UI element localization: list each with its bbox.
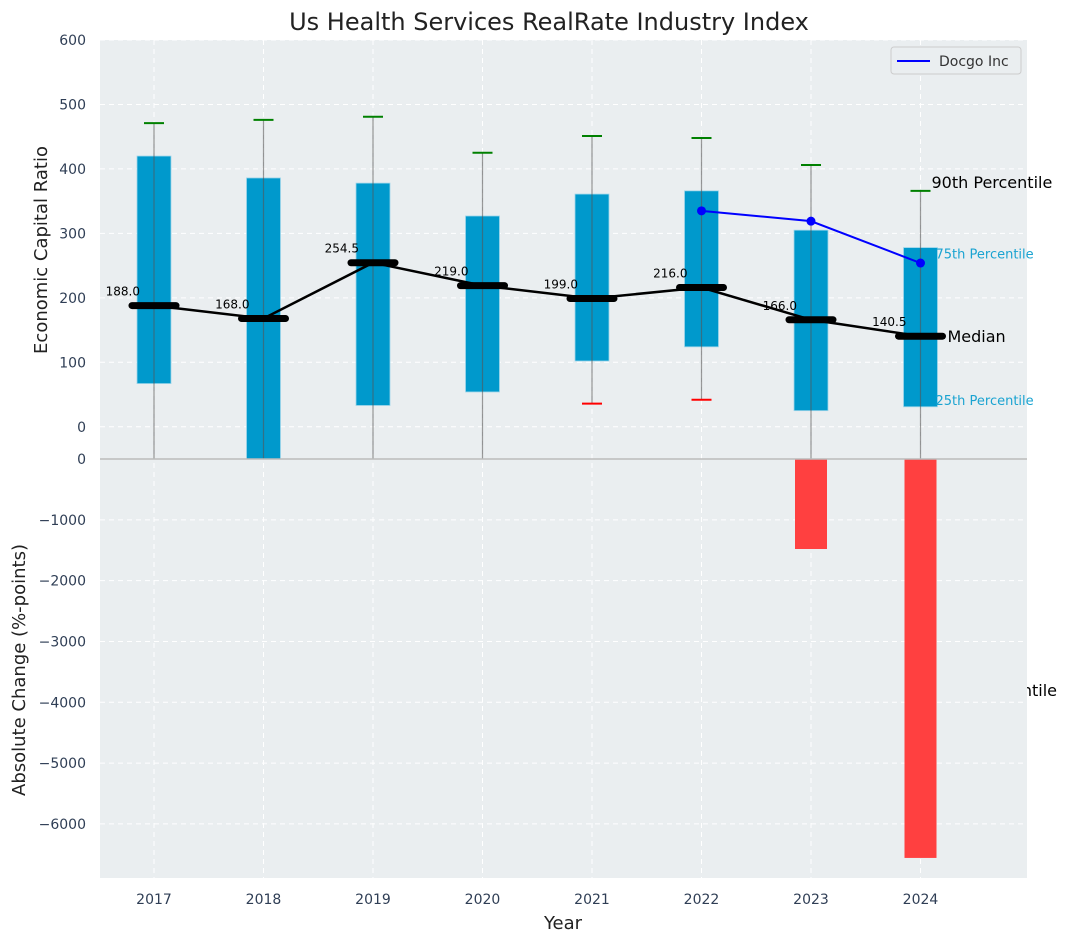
x-tick-label: 2020: [465, 892, 501, 908]
legend: Docgo Inc: [890, 46, 1022, 75]
median-value-label: 140.5: [872, 315, 906, 329]
x-tick-label: 2024: [903, 892, 939, 908]
change-bar: [795, 459, 827, 550]
bottom-y-tick-label: −6000: [39, 817, 86, 833]
x-tick-label: 2019: [355, 892, 391, 908]
top-y-tick-label: 500: [59, 97, 86, 113]
x-axis-label: Year: [543, 913, 583, 934]
x-tick-label: 2017: [136, 892, 172, 908]
p25-annotation: 25th Percentile: [936, 394, 1034, 409]
bottom-y-tick-label: 0: [77, 452, 86, 468]
top-y-tick-label: 0: [77, 420, 86, 436]
top-y-axis-label: Economic Capital Ratio: [31, 146, 52, 354]
legend-label-docgo: Docgo Inc: [939, 54, 1009, 70]
bottom-y-tick-label: −2000: [39, 574, 86, 590]
x-tick-label: 2023: [793, 892, 829, 908]
median-value-label: 199.0: [544, 277, 578, 291]
median-annotation: Median: [948, 327, 1006, 346]
change-bar: [904, 459, 937, 858]
bottom-y-tick-label: −3000: [39, 634, 86, 650]
docgo-point: [806, 216, 816, 226]
median-value-label: 166.0: [763, 299, 797, 313]
top-axes-background: [100, 40, 1027, 459]
median-value-label: 216.0: [653, 267, 687, 281]
x-tick-label: 2021: [574, 892, 610, 908]
p75-annotation: 75th Percentile: [936, 248, 1034, 263]
p90-annotation: 90th Percentile: [932, 173, 1053, 192]
bottom-axes-background: [100, 459, 1027, 878]
chart-title: Us Health Services RealRate Industry Ind…: [289, 8, 809, 36]
median-value-label: 168.0: [215, 297, 249, 311]
bottom-y-axis-label: Absolute Change (%-points): [9, 544, 30, 796]
docgo-point: [697, 206, 706, 216]
median-line: [153, 261, 921, 338]
x-tick-label: 2022: [684, 892, 720, 908]
bottom-y-tick-label: −1000: [39, 513, 86, 529]
x-tick-label: 2018: [246, 892, 282, 908]
median-value-label: 219.0: [434, 265, 468, 279]
top-y-tick-label: 400: [59, 162, 86, 178]
top-y-tick-label: 100: [59, 355, 86, 371]
bottom-y-tick-label: −4000: [39, 695, 86, 711]
top-y-tick-label: 600: [59, 33, 86, 49]
median-value-label: 188.0: [106, 285, 140, 299]
docgo-point: [916, 258, 925, 268]
top-y-tick-label: 200: [59, 291, 86, 307]
bottom-y-tick-label: −5000: [39, 756, 86, 772]
top-y-tick-label: 300: [59, 226, 86, 242]
median-value-label: 254.5: [325, 242, 359, 256]
